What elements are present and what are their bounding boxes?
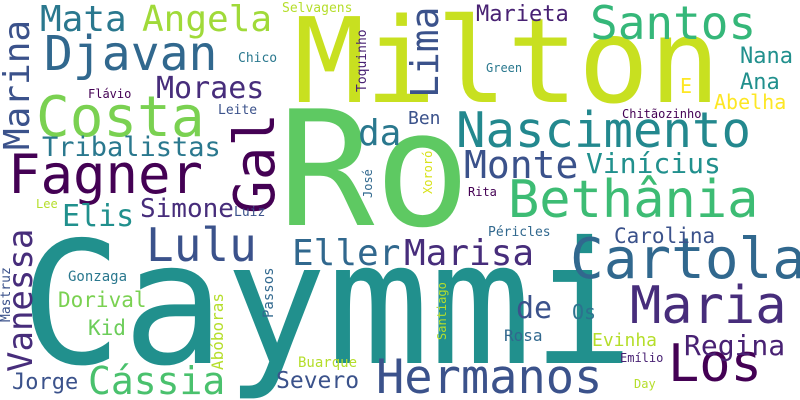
word-evinha: Evinha xyxy=(592,330,658,351)
word-ana: Ana xyxy=(740,70,780,95)
word-buarque: Buarque xyxy=(298,355,358,371)
word-nana: Nana xyxy=(740,44,793,69)
word-carolina: Carolina xyxy=(614,224,716,248)
word-marina: Marina xyxy=(0,19,38,150)
word-costa: Costa xyxy=(36,85,205,150)
word-emilio: Emílio xyxy=(620,351,664,365)
word-rita: Rita xyxy=(468,185,497,199)
word-lee: Lee xyxy=(36,197,58,211)
word-santiago: Santiago xyxy=(435,282,449,340)
word-lulu: Lulu xyxy=(146,218,257,272)
word-chico: Chico xyxy=(238,51,278,66)
word-jose: José xyxy=(361,169,375,198)
word-selvagens: Selvagens xyxy=(282,1,353,16)
word-pericles: Péricles xyxy=(488,225,551,240)
word-eller: Eller xyxy=(292,233,401,274)
word-vinicius: Vinícius xyxy=(586,147,721,180)
word-santos: Santos xyxy=(590,0,757,50)
word-elis: Elis xyxy=(62,199,135,234)
word-abelha: Abelha xyxy=(714,90,787,114)
word-maria: Maria xyxy=(630,276,787,336)
word-toquinho: Toquinho xyxy=(355,29,370,92)
word-passos: Passos xyxy=(261,267,277,318)
word-nascimento: Nascimento xyxy=(456,102,752,159)
word-cartola: Cartola xyxy=(570,227,800,292)
word-fagner: Fagner xyxy=(8,143,204,206)
word-milton: Milton xyxy=(294,0,721,130)
word-marieta: Marieta xyxy=(476,2,569,27)
word-monte: Monte xyxy=(464,143,579,187)
word-leite: Leite xyxy=(218,103,258,118)
word-rosa: Rosa xyxy=(504,326,543,345)
word-os: Os xyxy=(572,300,597,324)
word-de: de xyxy=(516,291,553,326)
word-los: Los xyxy=(668,334,762,394)
word-e: E xyxy=(680,74,693,98)
word-mata: Mata xyxy=(40,0,127,40)
word-regina: Regina xyxy=(684,329,786,362)
word-simone: Simone xyxy=(140,194,234,224)
word-chitaozinho: Chitãozinho xyxy=(622,107,702,121)
word-ben: Ben xyxy=(408,108,441,129)
word-cassia: Cássia xyxy=(88,359,226,400)
word-da: da xyxy=(358,113,402,154)
word-kid: Kid xyxy=(88,316,126,340)
word-gal: Gal xyxy=(223,112,288,214)
word-severo: Severo xyxy=(276,368,360,394)
word-jorge: Jorge xyxy=(12,370,79,395)
word-luiz: Luiz xyxy=(234,205,266,220)
word-aboboras: Abóboras xyxy=(208,292,227,370)
word-day: Day xyxy=(634,377,656,391)
word-ro: Ro xyxy=(278,76,471,263)
word-flavio: Flávio xyxy=(88,87,132,101)
word-moraes: Moraes xyxy=(156,71,265,106)
word-angela: Angela xyxy=(142,0,273,40)
word-mastruz: Mastruz xyxy=(0,267,14,322)
word-hermanos: Hermanos xyxy=(376,350,603,400)
word-djavan: Djavan xyxy=(44,26,218,82)
word-bethania: Bethânia xyxy=(508,170,759,230)
word-caymmi: Caymmi xyxy=(20,206,635,400)
word-xororo: Xororó xyxy=(421,150,435,194)
word-lima: Lima xyxy=(403,6,447,98)
word-green: Green xyxy=(486,61,523,75)
word-dorival: Dorival xyxy=(58,288,147,312)
word-tribalistas: Tribalistas xyxy=(42,132,221,163)
word-gonzaga: Gonzaga xyxy=(68,269,128,285)
word-marisa: Marisa xyxy=(404,233,535,274)
